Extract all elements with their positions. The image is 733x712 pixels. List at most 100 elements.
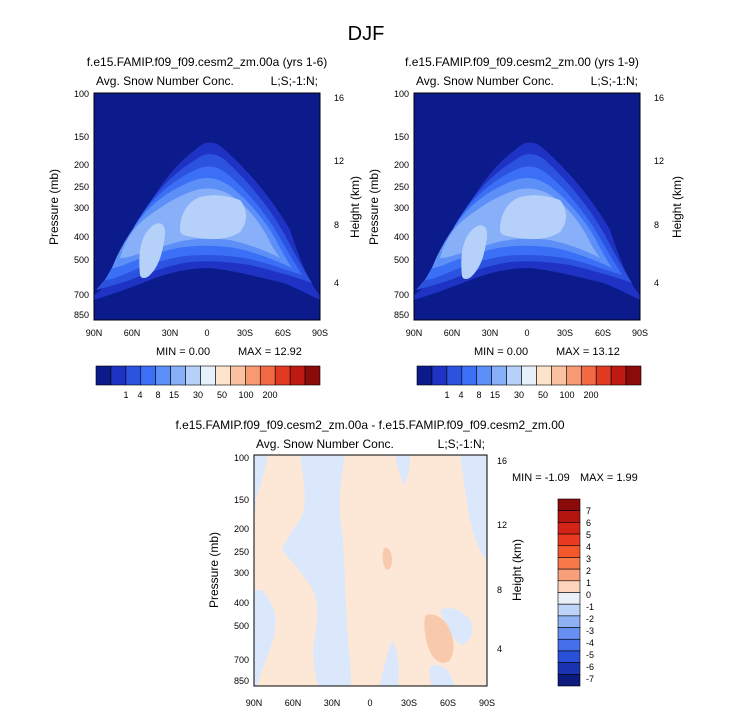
colorbar-swatch bbox=[125, 365, 142, 386]
y-tick-label: 250 bbox=[74, 182, 89, 192]
colorbar-swatch bbox=[551, 365, 567, 386]
diff-panel-contours bbox=[254, 455, 487, 686]
colorbar-swatch bbox=[557, 498, 581, 511]
colorbar-swatch bbox=[557, 580, 581, 593]
height-tick-label: 16 bbox=[497, 456, 507, 466]
y-tick-label: 400 bbox=[74, 232, 89, 242]
left-panel-x-ticks: 90N 60N 30N 0 30S 60S 90S bbox=[86, 328, 328, 338]
right-panel-frame bbox=[413, 92, 641, 321]
colorbar-swatch bbox=[446, 365, 463, 386]
colorbar-tick-label: 2 bbox=[586, 566, 591, 576]
colorbar-swatch bbox=[557, 592, 581, 605]
y-tick-label: 500 bbox=[394, 255, 409, 265]
colorbar-tick-label: -5 bbox=[586, 650, 594, 660]
y-tick-label: 100 bbox=[234, 453, 249, 463]
colorbar-tick-label: 100 bbox=[238, 390, 253, 400]
left-panel-y-right-ticks: 16 12 8 4 bbox=[334, 93, 344, 288]
right-colorbar bbox=[416, 365, 642, 386]
colorbar-swatch bbox=[155, 365, 171, 386]
right-panel-y-right-ticks: 16 12 8 4 bbox=[654, 93, 664, 288]
left-panel-y-ticks: 100 150 200 250 300 400 500 700 850 bbox=[74, 89, 89, 320]
x-tick-label: 0 bbox=[204, 328, 209, 338]
height-tick-label: 4 bbox=[497, 644, 502, 654]
colorbar-tick-label: 15 bbox=[169, 390, 179, 400]
left-panel-y-right-label: Height (km) bbox=[348, 176, 362, 238]
colorbar-swatch bbox=[536, 365, 552, 386]
y-tick-label: 100 bbox=[394, 89, 409, 99]
colorbar-swatch bbox=[140, 365, 157, 386]
x-tick-label: 60N bbox=[285, 698, 302, 708]
right-colorbar-labels: 1 4 8 15 30 50 100 200 bbox=[444, 390, 598, 400]
colorbar-swatch bbox=[304, 365, 321, 386]
colorbar-tick-label: 7 bbox=[586, 506, 591, 516]
x-tick-label: 0 bbox=[524, 328, 529, 338]
left-panel-subtitle: Avg. Snow Number Conc. bbox=[96, 74, 234, 88]
colorbar-tick-label: 6 bbox=[586, 518, 591, 528]
colorbar-swatch bbox=[580, 365, 597, 386]
colorbar-tick-label: 200 bbox=[262, 390, 277, 400]
right-panel-y-label: Pressure (mb) bbox=[367, 169, 381, 245]
colorbar-tick-label: 5 bbox=[586, 530, 591, 540]
height-tick-label: 8 bbox=[654, 220, 659, 230]
height-tick-label: 16 bbox=[334, 93, 344, 103]
right-panel: f.e15.FAMIP.f09_f09.cesm2_zm.00 (yrs 1-9… bbox=[367, 55, 684, 400]
y-tick-label: 700 bbox=[74, 290, 89, 300]
height-tick-label: 12 bbox=[334, 156, 344, 166]
height-tick-label: 12 bbox=[654, 156, 664, 166]
colorbar-swatch bbox=[557, 638, 581, 652]
diff-panel-frame bbox=[253, 454, 488, 687]
colorbar-tick-label: 1 bbox=[586, 578, 591, 588]
colorbar-swatch bbox=[259, 365, 276, 386]
right-panel-contours bbox=[414, 93, 640, 320]
colorbar-swatch bbox=[557, 522, 581, 535]
contour-one-to-two bbox=[424, 614, 454, 663]
colorbar-tick-label: 4 bbox=[458, 390, 463, 400]
x-tick-label: 30S bbox=[557, 328, 573, 338]
diff-colorbar-labels: 7 6 5 4 3 2 1 0 -1 -2 -3 -4 -5 -6 -7 bbox=[586, 506, 594, 684]
y-tick-label: 400 bbox=[394, 232, 409, 242]
colorbar-swatch bbox=[557, 674, 581, 687]
colorbar-swatch bbox=[230, 365, 246, 386]
left-panel-y-label: Pressure (mb) bbox=[47, 169, 61, 245]
colorbar-tick-label: 50 bbox=[538, 390, 548, 400]
x-tick-label: 30N bbox=[482, 328, 499, 338]
y-tick-label: 300 bbox=[74, 203, 89, 213]
diff-panel-min: MIN = -1.09 bbox=[512, 472, 570, 484]
colorbar-tick-label: 0 bbox=[586, 590, 591, 600]
colorbar-tick-label: 8 bbox=[155, 390, 160, 400]
right-panel-max: MAX = 13.12 bbox=[556, 346, 620, 358]
left-panel-contours bbox=[94, 93, 320, 320]
colorbar-swatch bbox=[289, 365, 306, 386]
colorbar-tick-label: -1 bbox=[586, 602, 594, 612]
colorbar-tick-label: 30 bbox=[514, 390, 524, 400]
right-panel-title: f.e15.FAMIP.f09_f09.cesm2_zm.00 (yrs 1-9… bbox=[405, 55, 639, 69]
diff-panel: f.e15.FAMIP.f09_f09.cesm2_zm.00a - f.e15… bbox=[175, 418, 637, 708]
colorbar-tick-label: 15 bbox=[490, 390, 500, 400]
y-tick-label: 300 bbox=[394, 203, 409, 213]
x-tick-label: 60N bbox=[124, 328, 141, 338]
colorbar-tick-label: 100 bbox=[559, 390, 574, 400]
y-tick-label: 500 bbox=[74, 255, 89, 265]
height-tick-label: 8 bbox=[334, 220, 339, 230]
colorbar-swatch bbox=[476, 365, 492, 386]
height-tick-label: 4 bbox=[654, 278, 659, 288]
y-tick-label: 700 bbox=[234, 655, 249, 665]
diff-panel-y-right-label: Height (km) bbox=[510, 539, 524, 601]
x-tick-label: 30S bbox=[237, 328, 253, 338]
diff-panel-y-label: Pressure (mb) bbox=[207, 532, 221, 608]
height-tick-label: 8 bbox=[497, 585, 502, 595]
colorbar-tick-label: -6 bbox=[586, 662, 594, 672]
contour-negative-zero bbox=[254, 455, 487, 686]
x-tick-label: 90S bbox=[632, 328, 648, 338]
colorbar-tick-label: 1 bbox=[123, 390, 128, 400]
colorbar-swatch bbox=[557, 662, 581, 675]
y-tick-label: 850 bbox=[74, 310, 89, 320]
right-panel-units: L;S;-1:N; bbox=[591, 74, 638, 88]
x-tick-label: 90N bbox=[406, 328, 423, 338]
left-panel-max: MAX = 12.92 bbox=[238, 346, 302, 358]
colorbar-tick-label: -7 bbox=[586, 674, 594, 684]
colorbar-swatch bbox=[431, 365, 448, 386]
contour-level-7 bbox=[461, 195, 566, 279]
y-tick-label: 250 bbox=[394, 182, 409, 192]
